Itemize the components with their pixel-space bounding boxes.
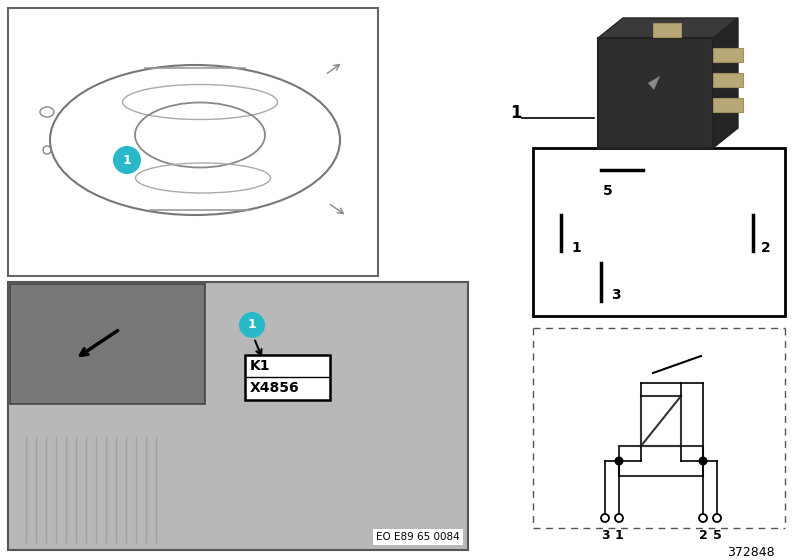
Circle shape xyxy=(601,514,609,522)
Bar xyxy=(641,396,681,446)
Bar xyxy=(713,73,743,87)
Text: 5: 5 xyxy=(713,529,722,542)
Text: 1: 1 xyxy=(510,104,522,122)
Bar xyxy=(10,284,205,404)
Text: 3: 3 xyxy=(601,529,610,542)
Circle shape xyxy=(713,514,721,522)
Bar xyxy=(533,148,785,316)
Bar xyxy=(713,48,743,62)
Text: 1: 1 xyxy=(122,153,131,166)
Text: 372848: 372848 xyxy=(727,546,775,559)
Text: 2: 2 xyxy=(698,529,707,542)
Text: K1: K1 xyxy=(250,359,270,373)
Bar xyxy=(245,355,330,400)
Circle shape xyxy=(698,456,707,465)
Text: 1: 1 xyxy=(248,319,256,332)
Bar xyxy=(598,38,713,148)
Bar xyxy=(8,8,378,276)
Text: 1: 1 xyxy=(614,529,623,542)
Text: 1: 1 xyxy=(571,241,581,255)
Bar xyxy=(713,98,743,112)
Circle shape xyxy=(239,312,265,338)
Polygon shape xyxy=(648,76,660,90)
Bar xyxy=(653,23,681,37)
Polygon shape xyxy=(598,18,738,38)
Text: X4856: X4856 xyxy=(250,381,300,395)
Text: 2: 2 xyxy=(761,241,770,255)
Text: EO E89 65 0084: EO E89 65 0084 xyxy=(376,532,460,542)
Circle shape xyxy=(113,146,141,174)
Circle shape xyxy=(614,456,623,465)
Text: 3: 3 xyxy=(611,288,621,302)
Bar xyxy=(8,282,468,550)
Circle shape xyxy=(699,514,707,522)
Polygon shape xyxy=(713,18,738,148)
Bar xyxy=(619,446,703,476)
Text: 5: 5 xyxy=(603,184,613,198)
Circle shape xyxy=(615,514,623,522)
